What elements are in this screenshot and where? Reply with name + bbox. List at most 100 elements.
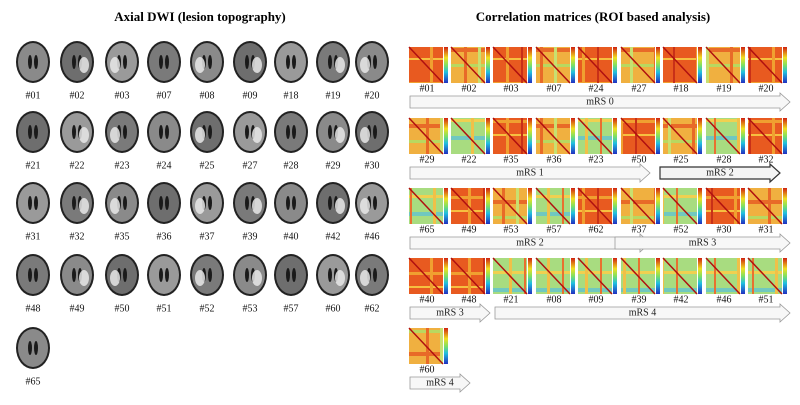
correlation-matrix [662, 187, 702, 225]
matrix-label: #02 [462, 83, 477, 94]
matrix-diagonal [450, 46, 486, 84]
correlation-matrix [408, 46, 448, 84]
colorbar [613, 188, 617, 224]
brain-image [60, 254, 94, 296]
lesion [110, 270, 120, 286]
colorbar [444, 258, 448, 294]
ventricle [165, 55, 169, 69]
ventricle [159, 268, 163, 282]
brain-tissue [149, 113, 179, 151]
ventricle [28, 125, 32, 139]
lesion [195, 198, 205, 214]
correlation-matrix [492, 257, 532, 295]
correlation-matrix [535, 117, 575, 155]
matrix-label: #29 [420, 154, 435, 165]
colorbar [656, 188, 660, 224]
ventricle [123, 125, 127, 139]
ventricle [123, 196, 127, 210]
ventricle [208, 55, 212, 69]
lesion [335, 57, 345, 73]
brain-label: #27 [243, 160, 258, 171]
brain-label: #08 [200, 90, 215, 101]
matrix-label: #01 [420, 83, 435, 94]
correlation-matrix [577, 117, 617, 155]
ventricle [28, 55, 32, 69]
brain-image [190, 254, 224, 296]
brain-label: #50 [115, 303, 130, 314]
brain-image [16, 254, 50, 296]
brain-label: #51 [157, 303, 172, 314]
lesion [335, 198, 345, 214]
colorbar [444, 118, 448, 154]
colorbar [698, 258, 702, 294]
correlation-matrix [450, 117, 490, 155]
colorbar [444, 47, 448, 83]
colorbar [698, 188, 702, 224]
matrix-label: #40 [420, 294, 435, 305]
matrix-diagonal [408, 117, 444, 155]
colorbar [571, 258, 575, 294]
lesion [252, 57, 262, 73]
colorbar [444, 188, 448, 224]
brain-image [316, 41, 350, 83]
ventricle [28, 196, 32, 210]
ventricle [123, 268, 127, 282]
brain-image [355, 254, 389, 296]
lesion [360, 57, 370, 73]
correlation-matrix [620, 257, 660, 295]
matrix-diagonal [577, 257, 613, 295]
ventricle [159, 55, 163, 69]
brain-image [190, 111, 224, 153]
ventricle [72, 196, 76, 210]
ventricle [286, 196, 290, 210]
group-label: mRS 2 [516, 237, 544, 248]
ventricle [328, 125, 332, 139]
correlation-matrix [492, 117, 532, 155]
brain-tissue [149, 256, 179, 294]
ventricle [123, 55, 127, 69]
brain-image [274, 111, 308, 153]
matrix-diagonal [662, 187, 698, 225]
group-arrow [409, 373, 471, 393]
brain-image [60, 111, 94, 153]
matrix-diagonal [662, 46, 698, 84]
matrix-diagonal [492, 117, 528, 155]
correlation-matrix [577, 187, 617, 225]
brain-image [60, 182, 94, 224]
colorbar [571, 118, 575, 154]
matrix-label: #51 [759, 294, 774, 305]
group-label: mRS 2 [706, 167, 734, 178]
correlation-matrix [577, 46, 617, 84]
brain-label: #35 [115, 231, 130, 242]
brain-grid: #01 #02 #03 #07 #08 #09 #18 #19 #20 #21 #22 #23 #24 #… [16, 41, 389, 387]
matrix-diagonal [747, 187, 783, 225]
colorbar [741, 47, 745, 83]
brain-tissue [18, 329, 48, 367]
brain-image [190, 182, 224, 224]
correlation-matrix [662, 46, 702, 84]
brain-image [60, 41, 94, 83]
matrix-diagonal [662, 257, 698, 295]
colorbar [656, 47, 660, 83]
ventricle [292, 268, 296, 282]
matrix-diagonal [705, 187, 741, 225]
correlation-matrix [535, 187, 575, 225]
group-label: mRS 4 [426, 377, 454, 388]
brain-image [355, 41, 389, 83]
matrix-grid: #01 #02 #03 #07 #24 #27 #18 #19 #20 mRS 0 #29 #22 #3… [408, 46, 791, 393]
matrix-diagonal [705, 46, 741, 84]
matrix-label: #09 [589, 294, 604, 305]
lesion [79, 57, 89, 73]
matrix-label: #07 [547, 83, 562, 94]
brain-image [147, 111, 181, 153]
matrix-diagonal [492, 187, 528, 225]
colorbar [613, 47, 617, 83]
matrix-label: #21 [504, 294, 519, 305]
group-arrow [409, 92, 791, 112]
matrix-label: #08 [547, 294, 562, 305]
brain-label: #09 [243, 90, 258, 101]
matrix-label: #27 [632, 83, 647, 94]
colorbar [486, 118, 490, 154]
matrix-diagonal [450, 187, 486, 225]
